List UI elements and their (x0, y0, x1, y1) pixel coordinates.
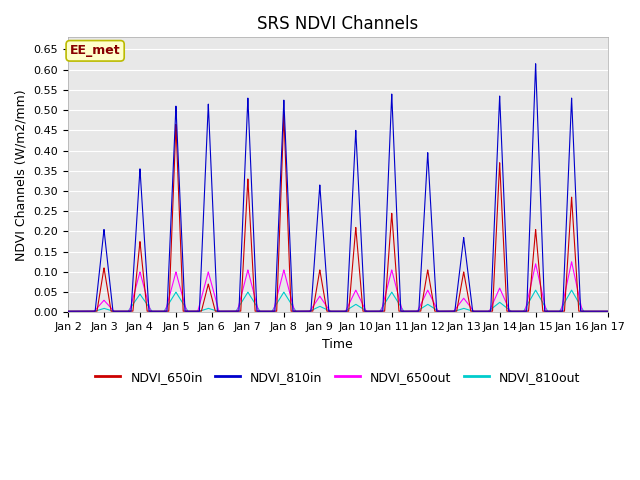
X-axis label: Time: Time (323, 337, 353, 351)
Text: EE_met: EE_met (70, 44, 120, 57)
Title: SRS NDVI Channels: SRS NDVI Channels (257, 15, 419, 33)
Y-axis label: NDVI Channels (W/m2/mm): NDVI Channels (W/m2/mm) (15, 89, 28, 261)
Legend: NDVI_650in, NDVI_810in, NDVI_650out, NDVI_810out: NDVI_650in, NDVI_810in, NDVI_650out, NDV… (90, 366, 586, 389)
